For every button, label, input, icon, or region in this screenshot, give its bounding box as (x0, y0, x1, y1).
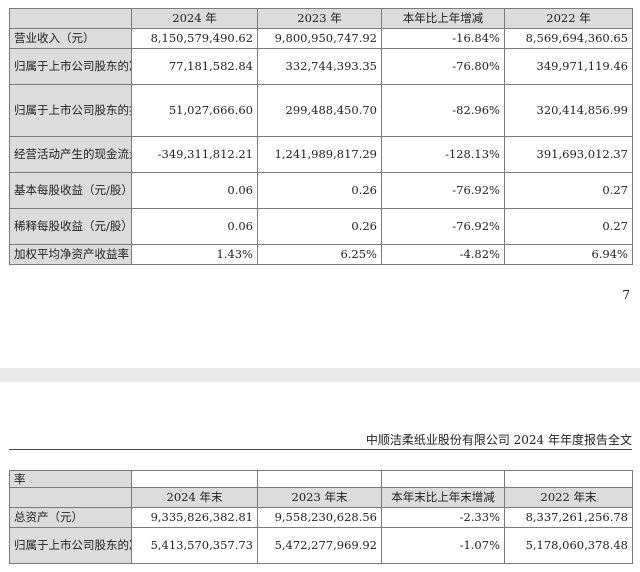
table-row: 加权平均净资产收益率 1.43% 6.25% -4.82% 6.94% (9, 244, 633, 265)
cell-value: 9,558,230,628.56 (257, 507, 382, 528)
table-row: 经营活动产生的现金流量净额（元） -349,311,812.21 1,241,9… (9, 136, 633, 173)
header-cell: 本年比上年增减 (381, 8, 505, 29)
row-label: 营业收入（元） (9, 28, 132, 49)
header-cell: 2023 年 (257, 8, 382, 29)
row-label: 经营活动产生的现金流量净额（元） (9, 136, 132, 173)
cell-empty (381, 470, 505, 488)
cell-value: 0.06 (131, 172, 258, 209)
cell-value: -1.07% (381, 527, 505, 564)
cell-value: 332,744,393.35 (257, 48, 382, 85)
cell-value: 1,241,989,817.29 (257, 136, 382, 173)
cell-value: 8,569,694,360.65 (504, 28, 633, 49)
cell-value: -16.84% (381, 28, 505, 49)
cell-value: 6.94% (504, 244, 633, 265)
cell-value: 299,488,450.70 (257, 84, 382, 137)
table-row: 率 (9, 470, 633, 488)
cell-empty (257, 470, 382, 488)
header-cell: 2024 年 (131, 8, 258, 29)
cell-value: 9,335,826,382.81 (131, 507, 258, 528)
row-label: 归属于上市公司股东的净利润（元） (9, 48, 132, 85)
row-label: 归属于上市公司股东的扣除非经常性损益的净利润（元） (9, 84, 132, 137)
table-row: 稀释每股收益（元/股） 0.06 0.26 -76.92% 0.27 (9, 208, 633, 245)
cell-value: 8,337,261,256.78 (504, 507, 633, 528)
document-title: 中顺洁柔纸业股份有限公司 2024 年年度报告全文 (365, 433, 632, 447)
header-cell: 2022 年末 (504, 487, 633, 508)
table-row: 基本每股收益（元/股） 0.06 0.26 -76.92% 0.27 (9, 172, 633, 209)
cell-value: -82.96% (381, 84, 505, 137)
cell-value: -76.92% (381, 208, 505, 245)
table-header-row: 2024 年末 2023 年末 本年末比上年末增减 2022 年末 (9, 487, 633, 508)
cell-value: -76.80% (381, 48, 505, 85)
cell-value: 5,413,570,357.73 (131, 527, 258, 564)
row-label: 加权平均净资产收益率 (9, 244, 132, 265)
cell-value: 77,181,582.84 (131, 48, 258, 85)
header-cell: 2022 年 (504, 8, 633, 29)
row-label: 总资产（元） (9, 507, 132, 528)
header-cell: 2023 年末 (257, 487, 382, 508)
cell-value: 391,693,012.37 (504, 136, 633, 173)
cell-value: 51,027,666.60 (131, 84, 258, 137)
cell-value: 0.27 (504, 172, 633, 209)
row-label: 基本每股收益（元/股） (9, 172, 132, 209)
header-cell: 本年末比上年末增减 (381, 487, 505, 508)
cell-value: 5,472,277,969.92 (257, 527, 382, 564)
row-label: 稀释每股收益（元/股） (9, 208, 132, 245)
page-separator (0, 368, 640, 382)
cell-value: 0.26 (257, 172, 382, 209)
cell-value: 5,178,060,378.48 (504, 527, 633, 564)
cell-value: -76.92% (381, 172, 505, 209)
header-rule (9, 449, 632, 450)
report-page-bottom: 中顺洁柔纸业股份有限公司 2024 年年度报告全文 率 2024 年末 2023… (0, 382, 640, 572)
row-label: 归属于上市公司股东的净资产（元） (9, 527, 132, 564)
header-cell (9, 8, 132, 29)
table-row: 总资产（元） 9,335,826,382.81 9,558,230,628.56… (9, 507, 633, 528)
table-row: 归属于上市公司股东的净资产（元） 5,413,570,357.73 5,472,… (9, 527, 633, 564)
cell-empty (131, 470, 258, 488)
cell-value: 0.06 (131, 208, 258, 245)
cell-value: 320,414,856.99 (504, 84, 633, 137)
key-financial-table: 2024 年 2023 年 本年比上年增减 2022 年 营业收入（元） 8,1… (9, 8, 633, 265)
page-number: 7 (622, 288, 630, 302)
cell-value: -349,311,812.21 (131, 136, 258, 173)
cell-value: 8,150,579,490.62 (131, 28, 258, 49)
cell-value: 0.26 (257, 208, 382, 245)
cell-value: 6.25% (257, 244, 382, 265)
cell-value: 0.27 (504, 208, 633, 245)
assets-table: 率 2024 年末 2023 年末 本年末比上年末增减 2022 年末 总资产（… (9, 470, 633, 564)
report-page-top: 2024 年 2023 年 本年比上年增减 2022 年 营业收入（元） 8,1… (9, 8, 633, 302)
cell-value: 9,800,950,747.92 (257, 28, 382, 49)
cell-value: 349,971,119.46 (504, 48, 633, 85)
cell-value: -4.82% (381, 244, 505, 265)
row-label: 率 (9, 470, 132, 488)
cell-empty (504, 470, 633, 488)
cell-value: -128.13% (381, 136, 505, 173)
table-row: 归属于上市公司股东的净利润（元） 77,181,582.84 332,744,3… (9, 48, 633, 85)
header-cell: 2024 年末 (131, 487, 258, 508)
table-row: 营业收入（元） 8,150,579,490.62 9,800,950,747.9… (9, 28, 633, 49)
table-row: 归属于上市公司股东的扣除非经常性损益的净利润（元） 51,027,666.60 … (9, 84, 633, 137)
header-cell (9, 487, 132, 508)
table-header-row: 2024 年 2023 年 本年比上年增减 2022 年 (9, 8, 633, 29)
cell-value: -2.33% (381, 507, 505, 528)
cell-value: 1.43% (131, 244, 258, 265)
